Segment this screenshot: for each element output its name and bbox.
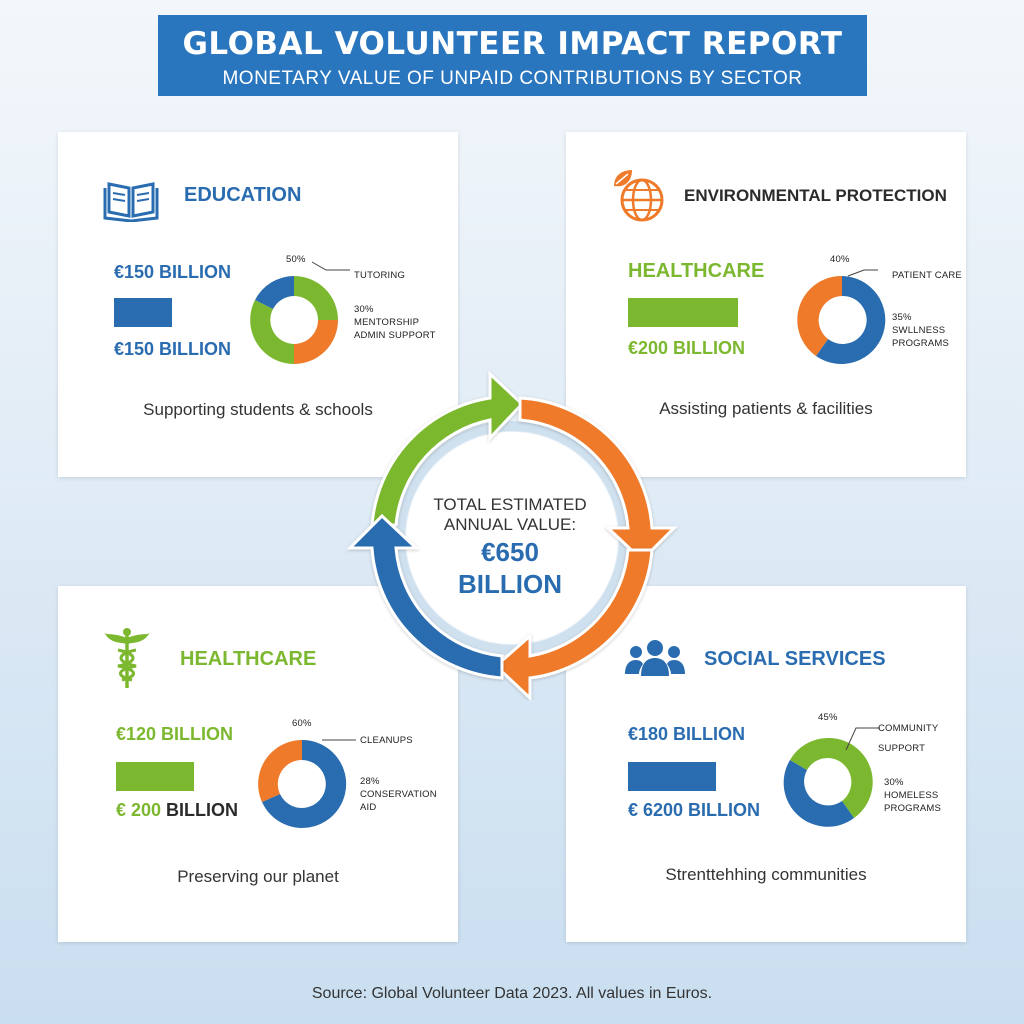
healthcare-label-conservation-pct: 28% xyxy=(360,776,380,787)
education-donut-pct: 50% xyxy=(286,254,306,265)
cycle-center-disc xyxy=(406,432,618,644)
total-label-line1: TOTAL ESTIMATED xyxy=(433,495,587,514)
environment-value-bottom: €200 BILLION xyxy=(628,338,746,358)
social-label-homeless-pct: 30% xyxy=(884,777,904,788)
healthcare-slice-cleanups xyxy=(262,739,347,828)
healthcare-donut-chart xyxy=(258,739,347,828)
environment-donut-chart xyxy=(797,275,886,364)
cycle-arrow-orange xyxy=(518,396,678,563)
healthcare-slice-conservation xyxy=(258,740,302,802)
environment-leader-lines xyxy=(847,269,878,277)
education-leader-lines xyxy=(311,261,350,271)
social-leader-lines xyxy=(845,727,880,751)
education-value-top: €150 BILLION xyxy=(114,262,232,282)
cycle-arrow-orange-lower xyxy=(493,548,654,700)
education-card: EDUCATION €150 BILLION €150 BILLION 50% … xyxy=(58,132,458,477)
social-label-support: SUPPORT xyxy=(878,743,926,754)
social-caption: Strenttehhing communities xyxy=(665,865,867,884)
environment-label-patient-care: PATIENT CARE xyxy=(892,270,962,281)
cycle-arrow-blue xyxy=(346,513,504,680)
environment-heading: ENVIRONMENTAL PROTECTION xyxy=(684,186,947,205)
healthcare-donut-pct: 60% xyxy=(292,718,312,729)
environment-bar xyxy=(628,298,738,327)
caduceus-icon xyxy=(104,628,150,688)
environment-label-wellness-pct: 35% xyxy=(892,312,912,323)
cycle-arrow-green xyxy=(370,370,525,527)
source-footnote: Source: Global Volunteer Data 2023. All … xyxy=(311,985,713,1002)
environment-label-wellness: SWLLNESS xyxy=(892,325,946,336)
social-donut-chart xyxy=(783,737,873,827)
education-label-tutoring: TUTORING xyxy=(354,270,406,281)
environment-caption: Assisting patients & facilities xyxy=(659,399,873,418)
education-caption: Supporting students & schools xyxy=(143,400,373,419)
people-group-icon xyxy=(625,640,685,676)
header-banner: GLOBAL VOLUNTEER IMPACT REPORT MONETARY … xyxy=(158,15,867,96)
total-value-block: TOTAL ESTIMATED ANNUAL VALUE: €650 BILLI… xyxy=(410,495,610,599)
education-slice-admin xyxy=(250,300,294,364)
healthcare-card: HEALTHCARE €120 BILLION € 200 BILLION 60… xyxy=(58,586,458,942)
education-label-admin: ADMIN SUPPORT xyxy=(354,330,436,341)
report-subtitle: MONETARY VALUE OF UNPAID CONTRIBUTIONS B… xyxy=(222,68,803,89)
environment-card: ENVIRONMENTAL PROTECTION HEALTHCARE €200… xyxy=(566,132,966,477)
social-value-bottom: € 6200 BILLION xyxy=(628,800,761,820)
environment-donut-pct: 40% xyxy=(830,254,850,265)
healthcare-value-bottom: € 200 BILLION xyxy=(116,800,238,821)
healthcare-value-bottom-suffix: BILLION xyxy=(161,800,239,820)
environment-subheading: HEALTHCARE xyxy=(628,260,765,282)
social-heading: SOCIAL SERVICES xyxy=(704,648,886,670)
total-amount: €650 xyxy=(481,537,539,567)
social-donut-pct: 45% xyxy=(818,712,838,723)
education-value-bottom: €150 BILLION xyxy=(114,339,232,359)
healthcare-heading: HEALTHCARE xyxy=(180,648,317,670)
education-heading: EDUCATION xyxy=(184,184,302,206)
healthcare-leader-lines xyxy=(322,739,356,741)
education-slice-tutoring xyxy=(294,276,338,320)
social-value-top: €180 BILLION xyxy=(628,724,746,744)
education-bar xyxy=(114,298,172,327)
healthcare-value-bottom-prefix: € 200 xyxy=(116,800,162,820)
social-slice-community xyxy=(828,737,873,818)
total-unit: BILLION xyxy=(458,569,562,599)
healthcare-label-conservation: CONSERVATION xyxy=(360,789,437,800)
healthcare-value-top: €120 BILLION xyxy=(116,724,234,744)
social-card: SOCIAL SERVICES €180 BILLION € 6200 BILL… xyxy=(566,586,966,942)
report-title: GLOBAL VOLUNTEER IMPACT REPORT xyxy=(182,26,843,62)
healthcare-label-cleanups: CLEANUPS xyxy=(360,735,413,746)
education-donut-chart xyxy=(250,276,338,364)
education-slice-mentorship xyxy=(294,320,338,364)
education-label-mentorship: MENTORSHIP xyxy=(354,317,420,328)
total-label-line2: ANNUAL VALUE: xyxy=(443,515,577,534)
open-book-icon xyxy=(103,182,159,222)
social-label-programs: PROGRAMS xyxy=(884,803,942,814)
healthcare-caption: Preserving our planet xyxy=(177,867,339,886)
environment-slice-wellness xyxy=(797,275,842,356)
healthcare-label-aid: AID xyxy=(360,802,377,813)
education-slice-other xyxy=(255,276,294,309)
education-label-mentorship-pct: 30% xyxy=(354,304,374,315)
environment-label-programs: PROGRAMS xyxy=(892,338,950,349)
social-label-homeless: HOMELESS xyxy=(884,790,939,801)
cycle-arrows xyxy=(346,370,678,700)
environment-slice-patient-care xyxy=(816,276,886,364)
social-slice-homeless xyxy=(783,760,854,827)
healthcare-bar xyxy=(116,762,194,791)
social-label-community: COMMUNITY xyxy=(878,723,939,734)
social-bar xyxy=(628,762,716,791)
social-slice-other xyxy=(790,738,828,770)
leaf-globe-icon xyxy=(614,170,664,222)
